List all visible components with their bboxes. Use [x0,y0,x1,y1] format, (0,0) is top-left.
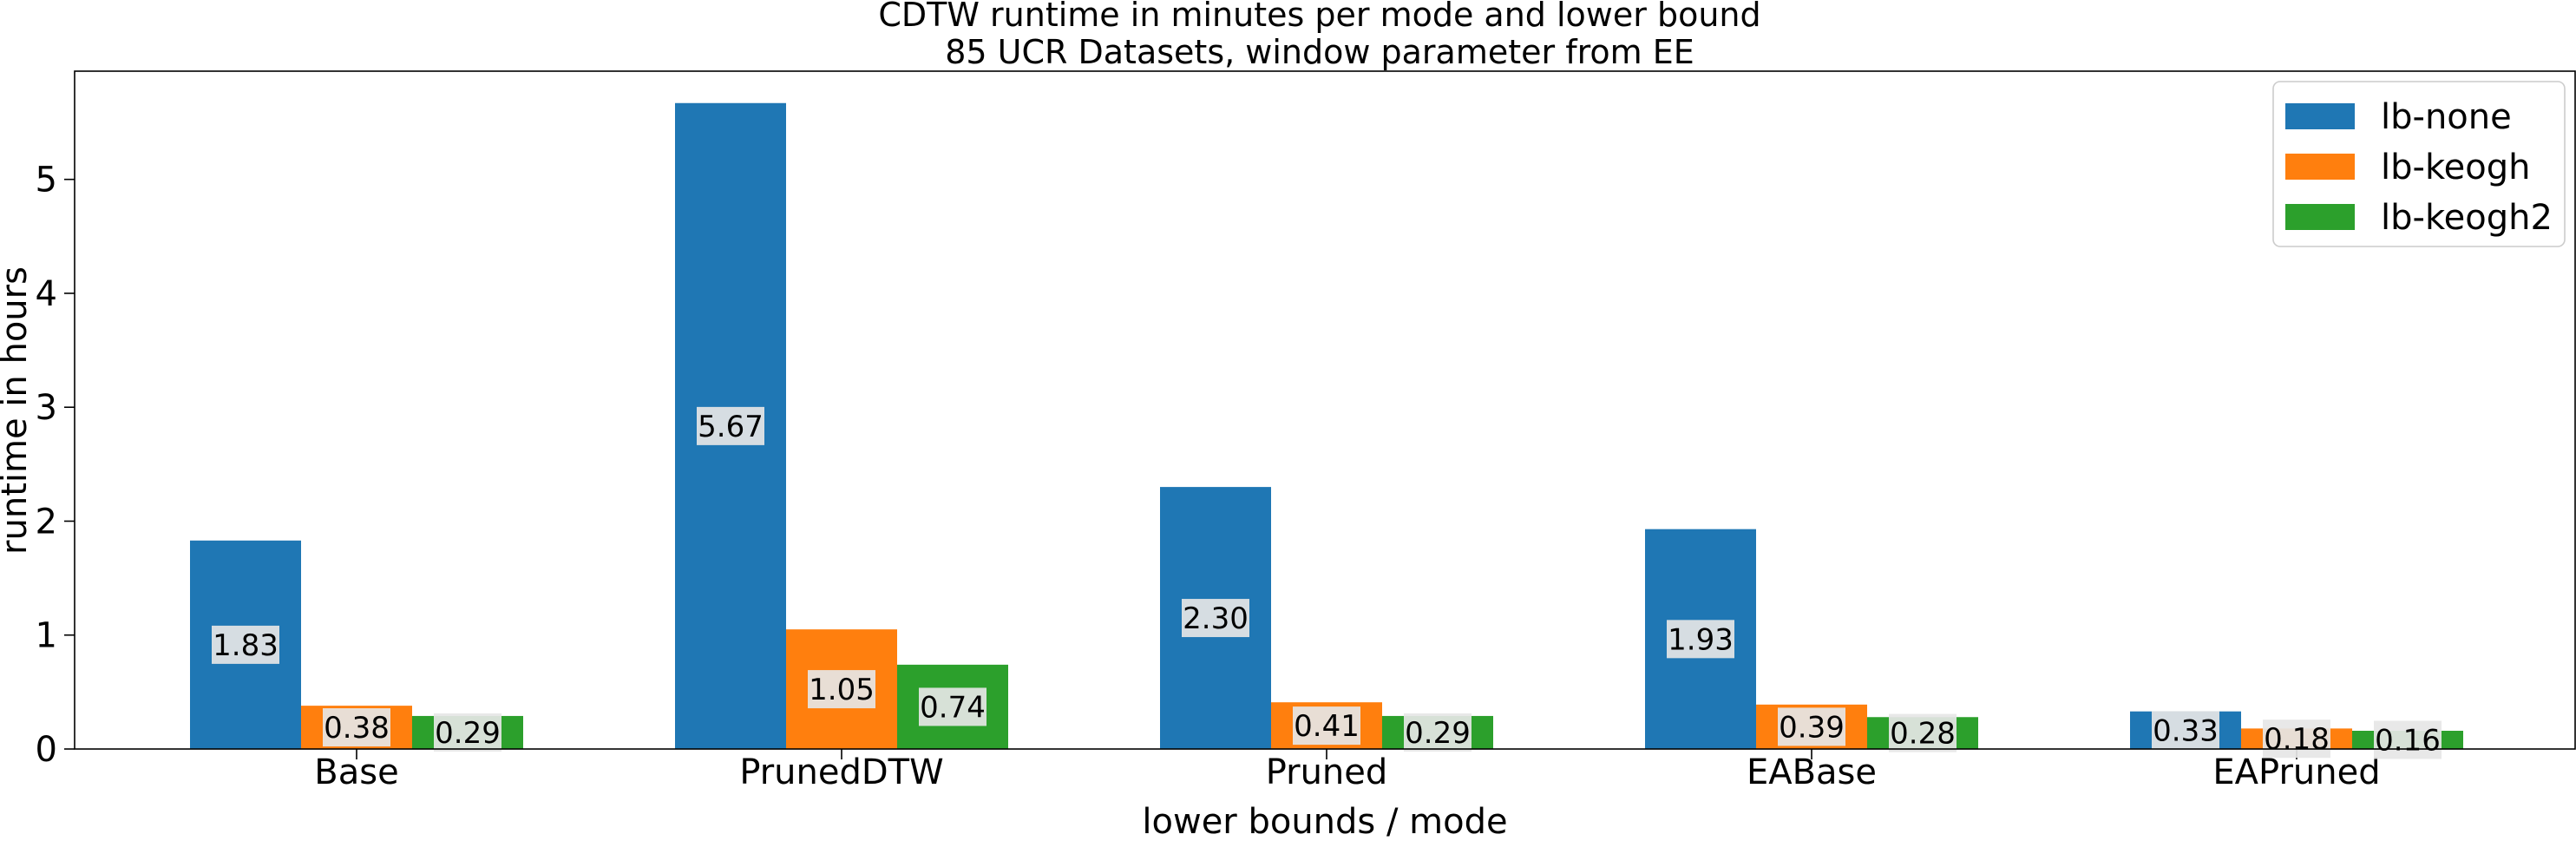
x-tick-label: PrunedDTW [739,752,943,792]
data-label: 0.38 [324,711,390,746]
data-label: 2.30 [1183,601,1249,636]
data-label-box [2374,720,2442,759]
data-label: 5.67 [698,410,764,444]
data-label: 0.41 [1294,709,1360,744]
data-label: 0.33 [2153,713,2219,748]
data-label: 1.05 [809,673,875,707]
legend-label: lb-keogh2 [2381,198,2553,238]
data-labels: 1.83 5.67 2.30 1.93 0.33 0.38 1.05 0.41 0.39 0.18… [212,406,2442,759]
data-label: 0.28 [1890,717,1956,752]
plot-area-frame [74,70,2576,750]
x-tick-label: EAPruned [2212,752,2380,792]
x-tick-label: EABase [1747,752,1877,792]
data-label-box [808,670,875,709]
data-label-box [212,625,279,664]
legend-swatch-lb-keogh2 [2285,204,2355,230]
x-tick-label: Pruned [1266,752,1388,792]
data-label-box [1182,599,1249,638]
y-axis-label: runtime in hours [0,266,35,555]
y-tick-label: 0 [36,730,57,770]
y-tick-label: 2 [36,502,57,542]
chart-title: CDTW runtime in minutes per mode and low… [878,0,1760,34]
chart-subtitle: 85 UCR Datasets, window parameter from E… [945,33,1694,71]
data-label-box [1667,620,1734,659]
y-tick-label: 1 [36,616,57,656]
data-label: 0.39 [1779,710,1845,745]
data-label-box [2263,719,2330,759]
data-label: 0.29 [435,716,501,751]
legend: lb-none lb-keogh lb-keogh2 [2272,81,2566,247]
data-label: 0.74 [920,690,986,725]
x-tick-label: Base [314,752,398,792]
data-label-box [323,708,390,747]
data-label: 0.29 [1405,716,1471,751]
legend-label: lb-keogh [2381,148,2531,187]
y-tick-label: 3 [36,388,57,428]
data-label: 0.18 [2264,722,2330,757]
bars [190,102,2463,750]
data-label-box [1293,706,1360,746]
y-tick-label: 5 [36,161,57,200]
x-axis-label: lower bounds / mode [1142,802,1507,841]
data-label-box [1404,713,1472,752]
data-label-box [919,687,986,726]
data-label: 1.83 [213,628,279,663]
data-label-box [1778,707,1845,746]
y-tick-label: 4 [36,274,57,314]
y-axis-ticks: 0 1 2 3 4 5 [36,161,75,770]
data-label-box [697,406,764,445]
x-axis-ticks: Base PrunedDTW Pruned EABase EAPruned [314,749,2381,792]
data-label-box [1889,713,1957,752]
data-label: 1.93 [1668,622,1734,657]
data-label-box [2152,711,2219,750]
legend-swatch-lb-none [2285,103,2355,129]
legend-label: lb-none [2381,97,2512,137]
data-label: 0.16 [2375,723,2441,758]
data-label-box [434,713,501,752]
legend-swatch-lb-keogh [2285,154,2355,180]
